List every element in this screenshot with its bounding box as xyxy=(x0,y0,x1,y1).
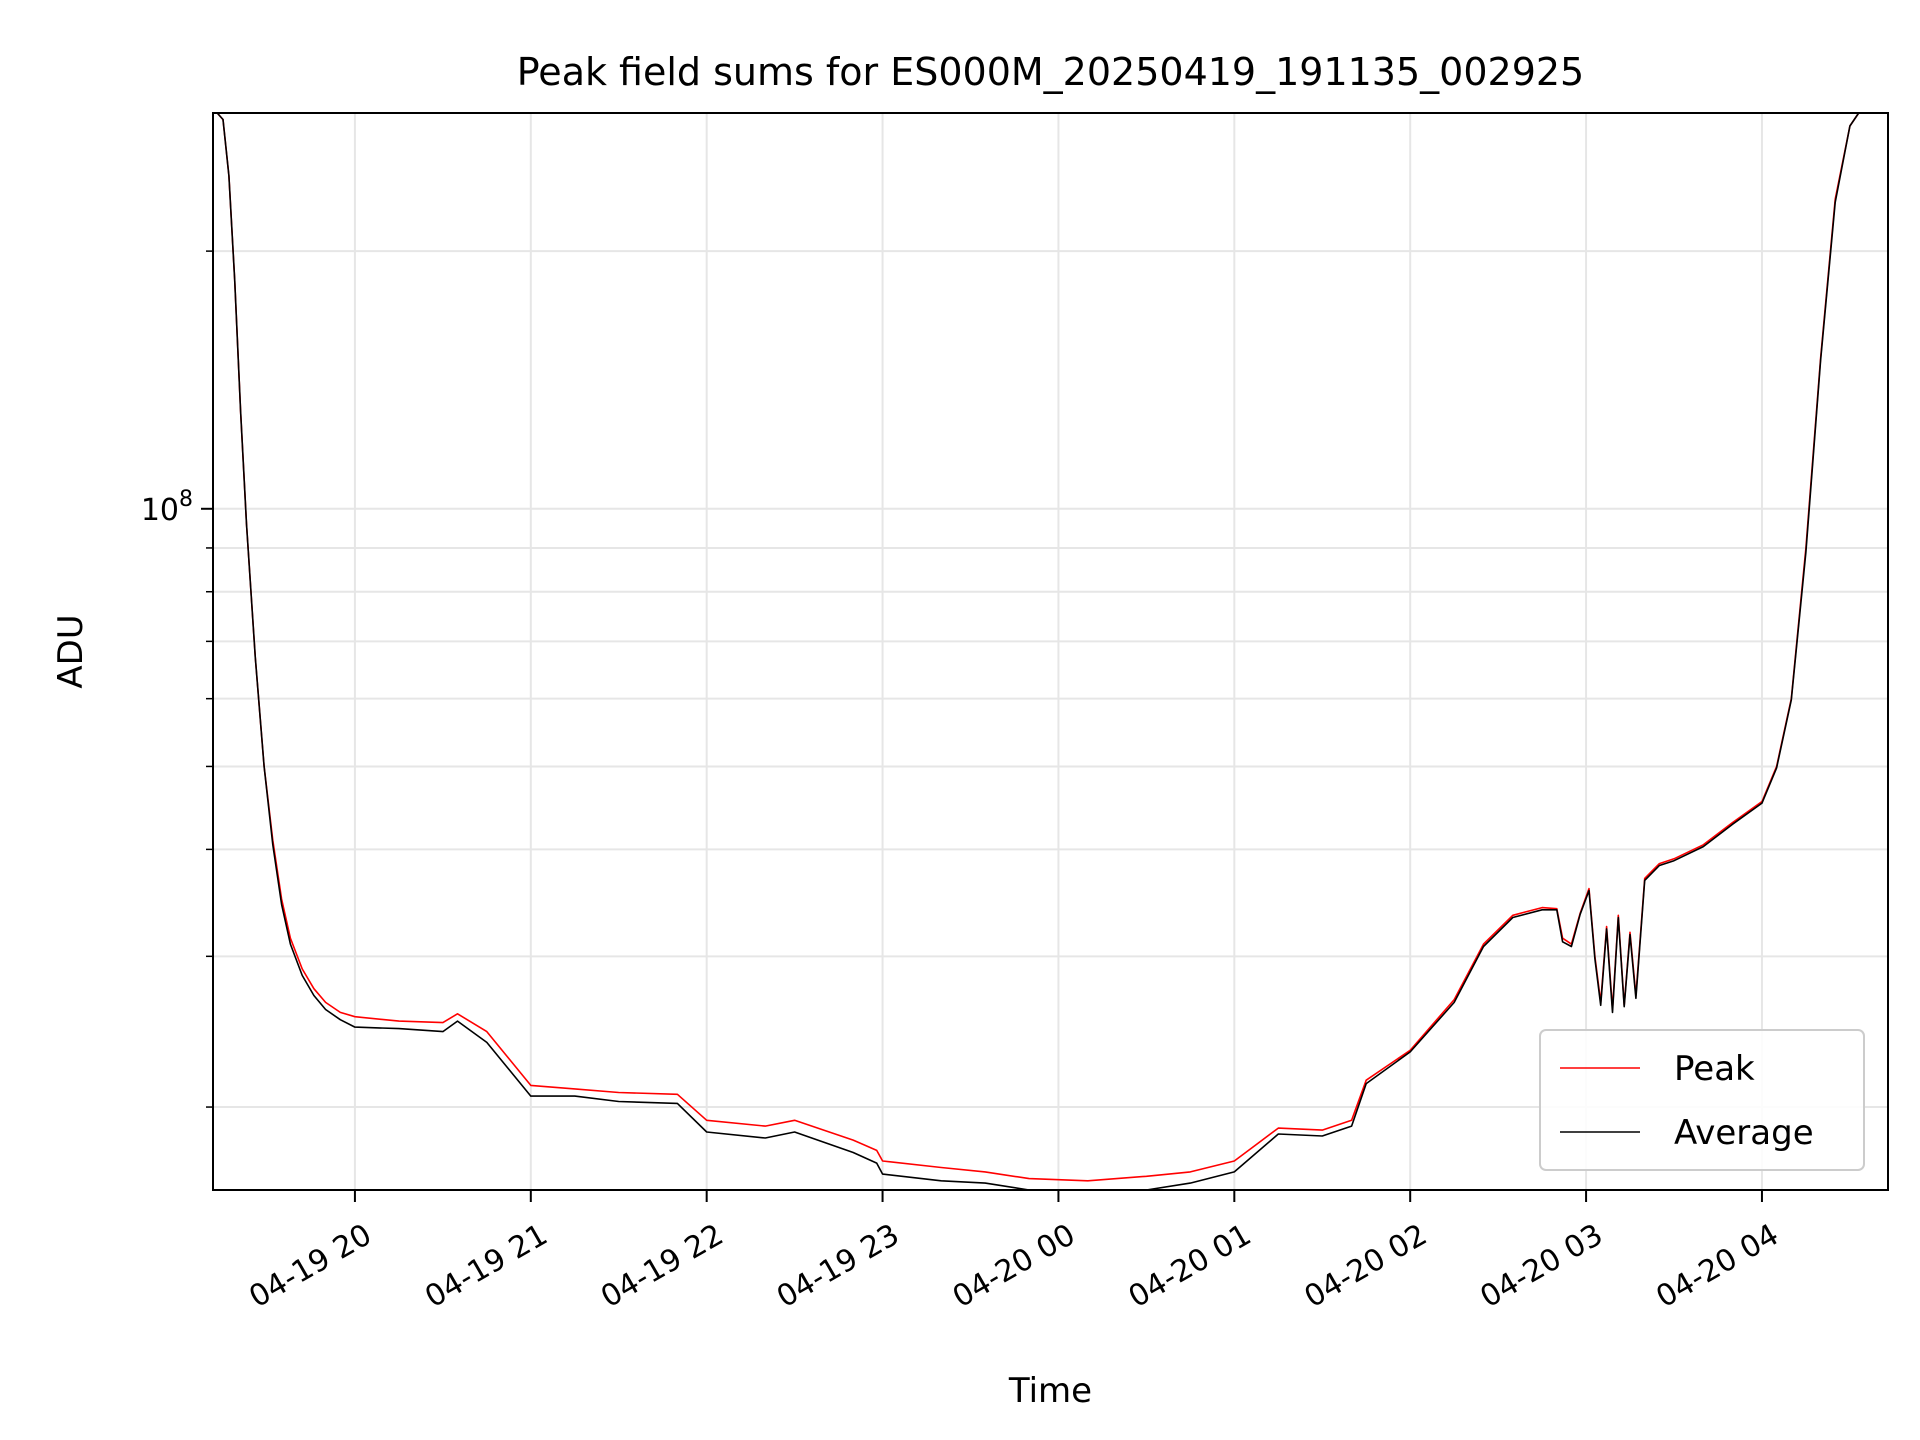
plot-frame xyxy=(212,112,1889,1191)
series-layer xyxy=(216,112,1888,1191)
x-axis-label: Time xyxy=(1008,1371,1092,1411)
legend-label-average: Average xyxy=(1674,1113,1814,1153)
legend-box xyxy=(1539,1029,1865,1171)
y-tick-label: 108 xyxy=(141,487,193,528)
series-line-peak xyxy=(216,112,1888,1182)
legend-label-peak: Peak xyxy=(1674,1049,1755,1089)
series-line-average xyxy=(216,112,1888,1191)
chart-title: Peak field sums for ES000M_20250419_1911… xyxy=(517,50,1584,94)
grid xyxy=(213,113,1888,1190)
legend: Peak Average xyxy=(1539,1029,1865,1171)
y-axis-label: ADU xyxy=(51,614,91,688)
